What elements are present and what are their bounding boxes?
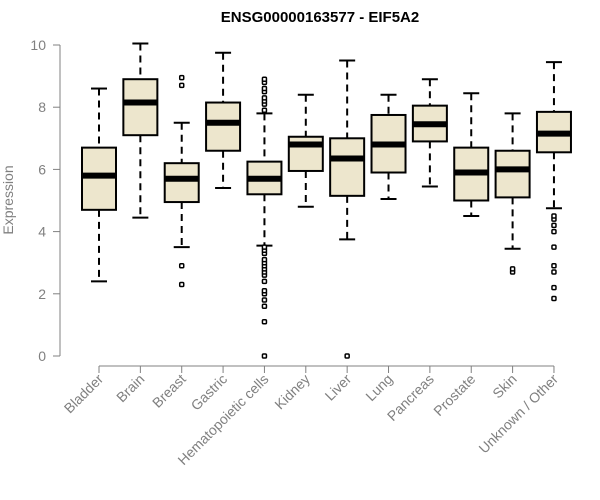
- x-tick-label: Skin: [489, 371, 520, 402]
- x-tick-label: Breast: [149, 371, 189, 411]
- outlier-point: [178, 74, 185, 81]
- box-iqr: [122, 78, 159, 137]
- outlier-point: [261, 95, 268, 101]
- box-iqr: [81, 146, 117, 211]
- box-iqr: [205, 101, 242, 152]
- y-axis: 0 2 4 6 8 10: [30, 37, 61, 364]
- x-tick-label: Bladder: [61, 371, 107, 417]
- outlier-point: [261, 256, 268, 263]
- y-tick-label: 0: [38, 348, 46, 364]
- box-5: [246, 76, 283, 359]
- outlier-point: [261, 107, 268, 114]
- box-10: [453, 92, 490, 218]
- outlier-point: [261, 85, 268, 92]
- box-3: [163, 74, 200, 288]
- outlier-point: [509, 266, 516, 272]
- outlier-point: [261, 353, 268, 359]
- y-tick-label: 6: [38, 161, 46, 177]
- outlier-point: [551, 222, 557, 229]
- box-4: [205, 51, 242, 190]
- y-tick-label: 2: [38, 286, 46, 302]
- x-tick-label: Unknown / Other: [475, 371, 561, 457]
- box-1: [81, 87, 117, 283]
- x-tick-label: Brain: [113, 371, 147, 405]
- outlier-point: [261, 287, 268, 294]
- box-11: [494, 112, 531, 275]
- outlier-point: [261, 319, 268, 325]
- box-7: [329, 59, 366, 359]
- outlier-point: [261, 278, 268, 285]
- outlier-point: [178, 281, 185, 288]
- outlier-point: [551, 263, 557, 269]
- outlier-point: [551, 228, 557, 235]
- y-axis-label: Expression: [0, 165, 16, 234]
- outlier-point: [551, 244, 557, 250]
- box-iqr: [163, 162, 200, 204]
- box-iqr: [329, 137, 366, 197]
- outlier-point: [178, 82, 185, 89]
- outlier-point: [261, 297, 268, 303]
- box-2: [122, 42, 159, 219]
- outlier-point: [551, 269, 557, 275]
- box-12: [535, 61, 572, 302]
- y-tick-label: 10: [30, 37, 46, 53]
- y-tick-label: 4: [38, 224, 46, 240]
- outlier-point: [261, 303, 268, 309]
- outlier-point: [261, 244, 268, 250]
- outlier-point: [261, 76, 268, 82]
- box-6: [287, 93, 324, 208]
- boxes-group: [81, 42, 572, 359]
- x-tick-label: Liver: [322, 371, 355, 404]
- outlier-point: [551, 284, 557, 291]
- box-8: [370, 93, 407, 200]
- x-tick-label: Lung: [362, 371, 395, 404]
- x-tick-label: Prostate: [430, 371, 478, 419]
- box-iqr: [494, 149, 531, 199]
- x-tick-label: Kidney: [271, 371, 313, 413]
- chart-title: ENSG00000163577 - EIF5A2: [221, 9, 419, 26]
- outlier-point: [551, 213, 557, 219]
- y-tick-label: 8: [38, 99, 46, 115]
- box-9: [411, 78, 448, 188]
- outlier-point: [551, 295, 557, 302]
- outlier-point: [344, 353, 350, 359]
- outlier-point: [178, 263, 185, 269]
